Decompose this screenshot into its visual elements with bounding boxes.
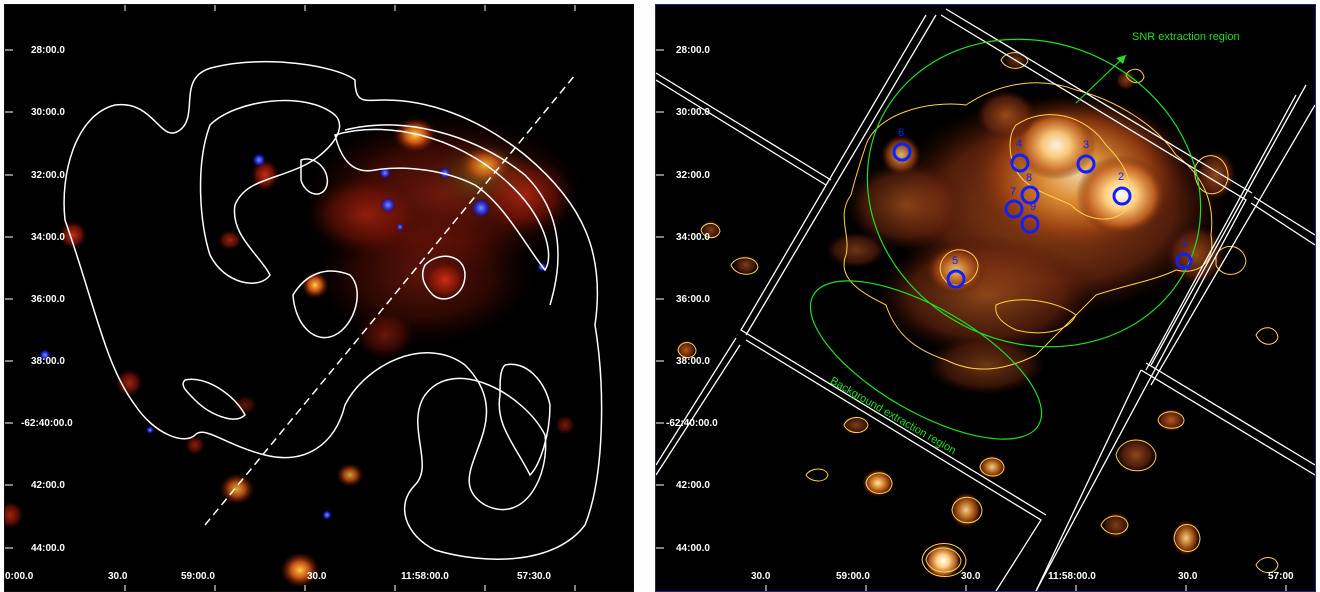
source-label: 1	[1181, 237, 1188, 249]
left-profile-line	[204, 74, 576, 526]
right-frame-ticks	[656, 49, 1287, 591]
right-x-label: 30.0	[961, 571, 981, 582]
source-label: 5	[952, 255, 959, 267]
source-8-circle	[1020, 185, 1040, 205]
source-label: 6	[898, 127, 905, 139]
right-x-label: 11:58:00.0	[1048, 571, 1096, 582]
left-x-label: 30.0	[108, 571, 128, 582]
snr-arrow	[1075, 54, 1127, 104]
source-label: 2	[1118, 171, 1125, 183]
right-y-label: -62:40:00.0	[666, 418, 718, 429]
left-y-label: 34:00.0	[31, 232, 65, 243]
left-image-panel: 28:00.0 30:00.0 32:00.0 34:00.0 36:00.0 …	[4, 4, 634, 592]
left-x-label: 11:58:00.0	[401, 571, 449, 582]
left-y-label: 30:00.0	[31, 107, 65, 118]
source-7-circle	[1004, 199, 1024, 219]
left-rgb-image	[5, 5, 603, 591]
left-x-label: 0:00.0	[5, 571, 34, 582]
left-frame-ticks	[5, 5, 576, 591]
right-y-label: 44:00.0	[676, 543, 710, 554]
right-x-label: 30.0	[1178, 571, 1198, 582]
left-y-label: -62:40:00.0	[21, 418, 73, 429]
right-y-label: 34:00.0	[676, 232, 710, 243]
source-1-circle	[1175, 252, 1193, 270]
source-label: 8	[1026, 172, 1033, 184]
background-extraction-ellipse	[809, 280, 1043, 440]
left-y-label: 44:00.0	[31, 543, 65, 554]
source-label: 3	[1083, 139, 1090, 151]
right-y-label: 32:00.0	[676, 170, 710, 181]
source-label: 7	[1010, 186, 1017, 198]
source-9-circle	[1020, 214, 1040, 234]
source-6-circle	[892, 142, 912, 162]
ccd-chip-boundaries	[656, 8, 1315, 591]
left-x-label: 30.0	[307, 571, 327, 582]
left-y-label: 36:00.0	[31, 294, 65, 305]
left-x-label: 57:30.0	[517, 571, 551, 582]
right-y-label: 42:00.0	[676, 480, 710, 491]
left-radio-contours	[63, 60, 603, 560]
right-x-label: 59:00.0	[836, 571, 870, 582]
right-y-label: 28:00.0	[676, 45, 710, 56]
source-2-circle	[1112, 186, 1132, 206]
right-x-label: 30.0	[751, 571, 771, 582]
snr-region-label: SNR extraction region	[1132, 31, 1240, 43]
snr-arrowhead	[1116, 55, 1126, 64]
right-y-label: 38:00.0	[676, 356, 710, 367]
right-y-label: 36:00.0	[676, 294, 710, 305]
source-4-circle	[1010, 153, 1030, 173]
source-3-circle	[1076, 154, 1096, 174]
source-label: 9	[1030, 201, 1037, 213]
right-y-label: 30:00.0	[676, 107, 710, 118]
source-circles	[892, 142, 1193, 289]
right-xray-image	[656, 8, 1315, 591]
left-y-label: 38:00.0	[31, 356, 65, 367]
left-y-label: 32:00.0	[31, 170, 65, 181]
left-x-label: 59:00.0	[181, 571, 215, 582]
source-label: 4	[1016, 138, 1023, 150]
left-y-label: 42:00.0	[31, 480, 65, 491]
right-image-panel: SNR extraction region Background extract…	[655, 4, 1316, 592]
left-y-label: 28:00.0	[31, 45, 65, 56]
source-5-circle	[946, 269, 966, 289]
right-x-label: 57:00	[1268, 571, 1294, 582]
